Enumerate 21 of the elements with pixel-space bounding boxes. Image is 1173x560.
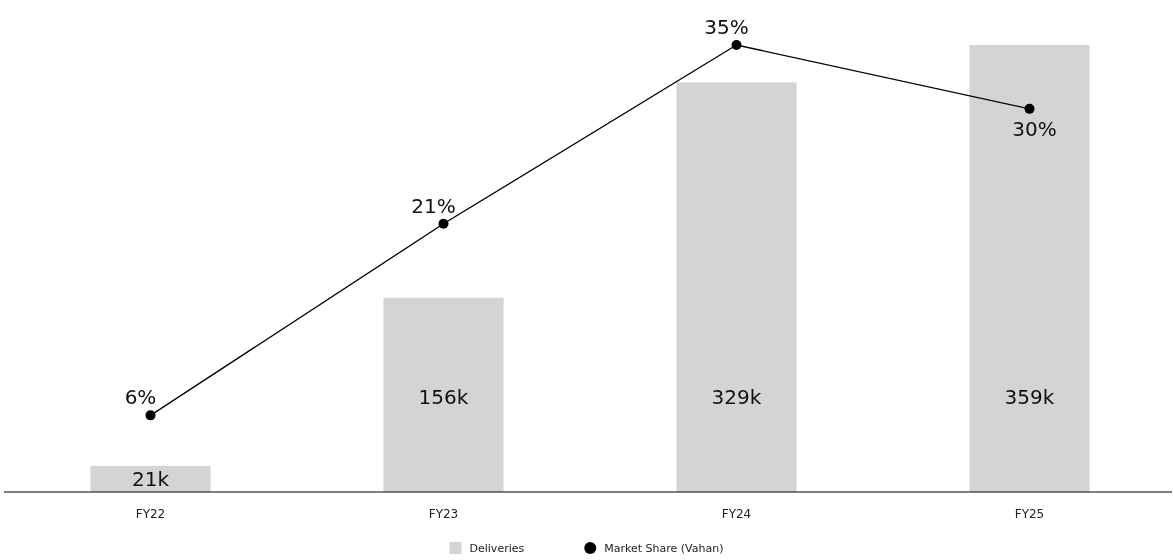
data-label: 359k [1004,385,1055,409]
legend-label: Deliveries [469,542,525,555]
bar [383,297,504,492]
x-tick-label: FY22 [135,506,166,521]
bar [676,82,797,492]
data-label: 21% [411,193,456,218]
point [731,40,742,50]
data-label: 156k [418,385,469,409]
data-label: 329k [711,385,762,409]
point [1024,103,1035,114]
point [438,218,449,229]
data-label: 21k [131,466,170,491]
legend-label: Market Share (Vahan) [604,542,724,555]
x-tick-label: FY23 [428,506,459,521]
x-tick-label: FY25 [1014,506,1045,521]
point [145,410,156,421]
data-label: 6% [124,385,157,410]
data-label: 35% [704,15,749,39]
data-label: 30% [1012,116,1057,141]
bar [969,45,1090,492]
x-tick-label: FY24 [721,506,752,521]
